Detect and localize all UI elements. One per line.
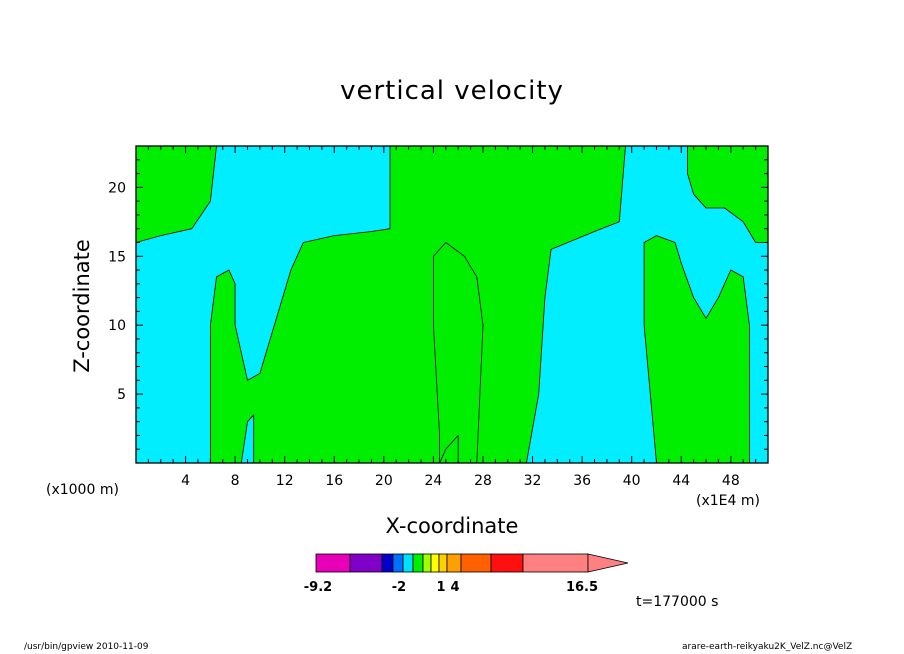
- colorbar-segment: [315, 553, 351, 573]
- x-tick-label: 20: [375, 473, 393, 489]
- plot-frame: [135, 145, 769, 464]
- colorbar-segment: [422, 553, 432, 573]
- x-tick-label: 24: [424, 473, 442, 489]
- y-tick-label: 10: [108, 318, 126, 334]
- x-axis-title: X-coordinate: [385, 514, 519, 538]
- colorbar-segment: [392, 553, 404, 573]
- y-tick-label: 5: [117, 387, 126, 403]
- x-tick-label: 12: [276, 473, 294, 489]
- colorbar-segment: [490, 553, 524, 573]
- y-tick-label: 20: [108, 180, 126, 196]
- time-label: t=177000 s: [636, 594, 719, 610]
- x-tick-label: 48: [722, 473, 740, 489]
- colorbar-label: 4: [450, 580, 459, 595]
- colorbar-label: -2: [392, 580, 406, 595]
- x-tick-label: 8: [231, 473, 240, 489]
- colorbar-label: -9.2: [304, 580, 332, 595]
- colorbar-segment: [446, 553, 462, 573]
- colorbar-segment: [438, 553, 448, 573]
- footer-left: /usr/bin/gpview 2010-11-09: [24, 642, 149, 652]
- colorbar-segment: [522, 553, 589, 573]
- region-upper-right-green: [687, 146, 768, 243]
- x-tick-label: 44: [672, 473, 690, 489]
- colorbar-segment: [412, 553, 424, 573]
- colorbar-segment: [349, 553, 383, 573]
- colorbar-segment: [460, 553, 492, 573]
- colorbar-arrow: [587, 553, 629, 573]
- y-unit-label: (x1E4 m): [696, 493, 760, 509]
- y-tick-label: 15: [108, 249, 126, 265]
- region-upper-left-green: [136, 146, 217, 243]
- x-tick-label: 40: [623, 473, 641, 489]
- region-left-slab-green: [209, 146, 626, 463]
- region-right-slab-green: [643, 235, 750, 463]
- colorbar-segment: [430, 553, 440, 573]
- footer-right: arare-earth-reikyaku2K_VelZ.nc@VelZ: [682, 642, 853, 652]
- plot-area: [136, 146, 768, 463]
- x-tick-label: 4: [181, 473, 190, 489]
- colorbar-segment: [381, 553, 394, 573]
- colorbar-label: 16.5: [566, 580, 598, 595]
- colorbar-label: 1: [436, 580, 445, 595]
- x-tick-label: 32: [524, 473, 542, 489]
- colorbar: -9.2 -2 1 4 16.5: [304, 553, 629, 595]
- chart-title: vertical velocity: [340, 76, 564, 106]
- colorbar-segment: [402, 553, 414, 573]
- x-tick-label: 36: [573, 473, 591, 489]
- x-tick-label: 16: [325, 473, 343, 489]
- x-tick-label: 28: [474, 473, 492, 489]
- x-unit-label: (x1000 m): [46, 482, 119, 498]
